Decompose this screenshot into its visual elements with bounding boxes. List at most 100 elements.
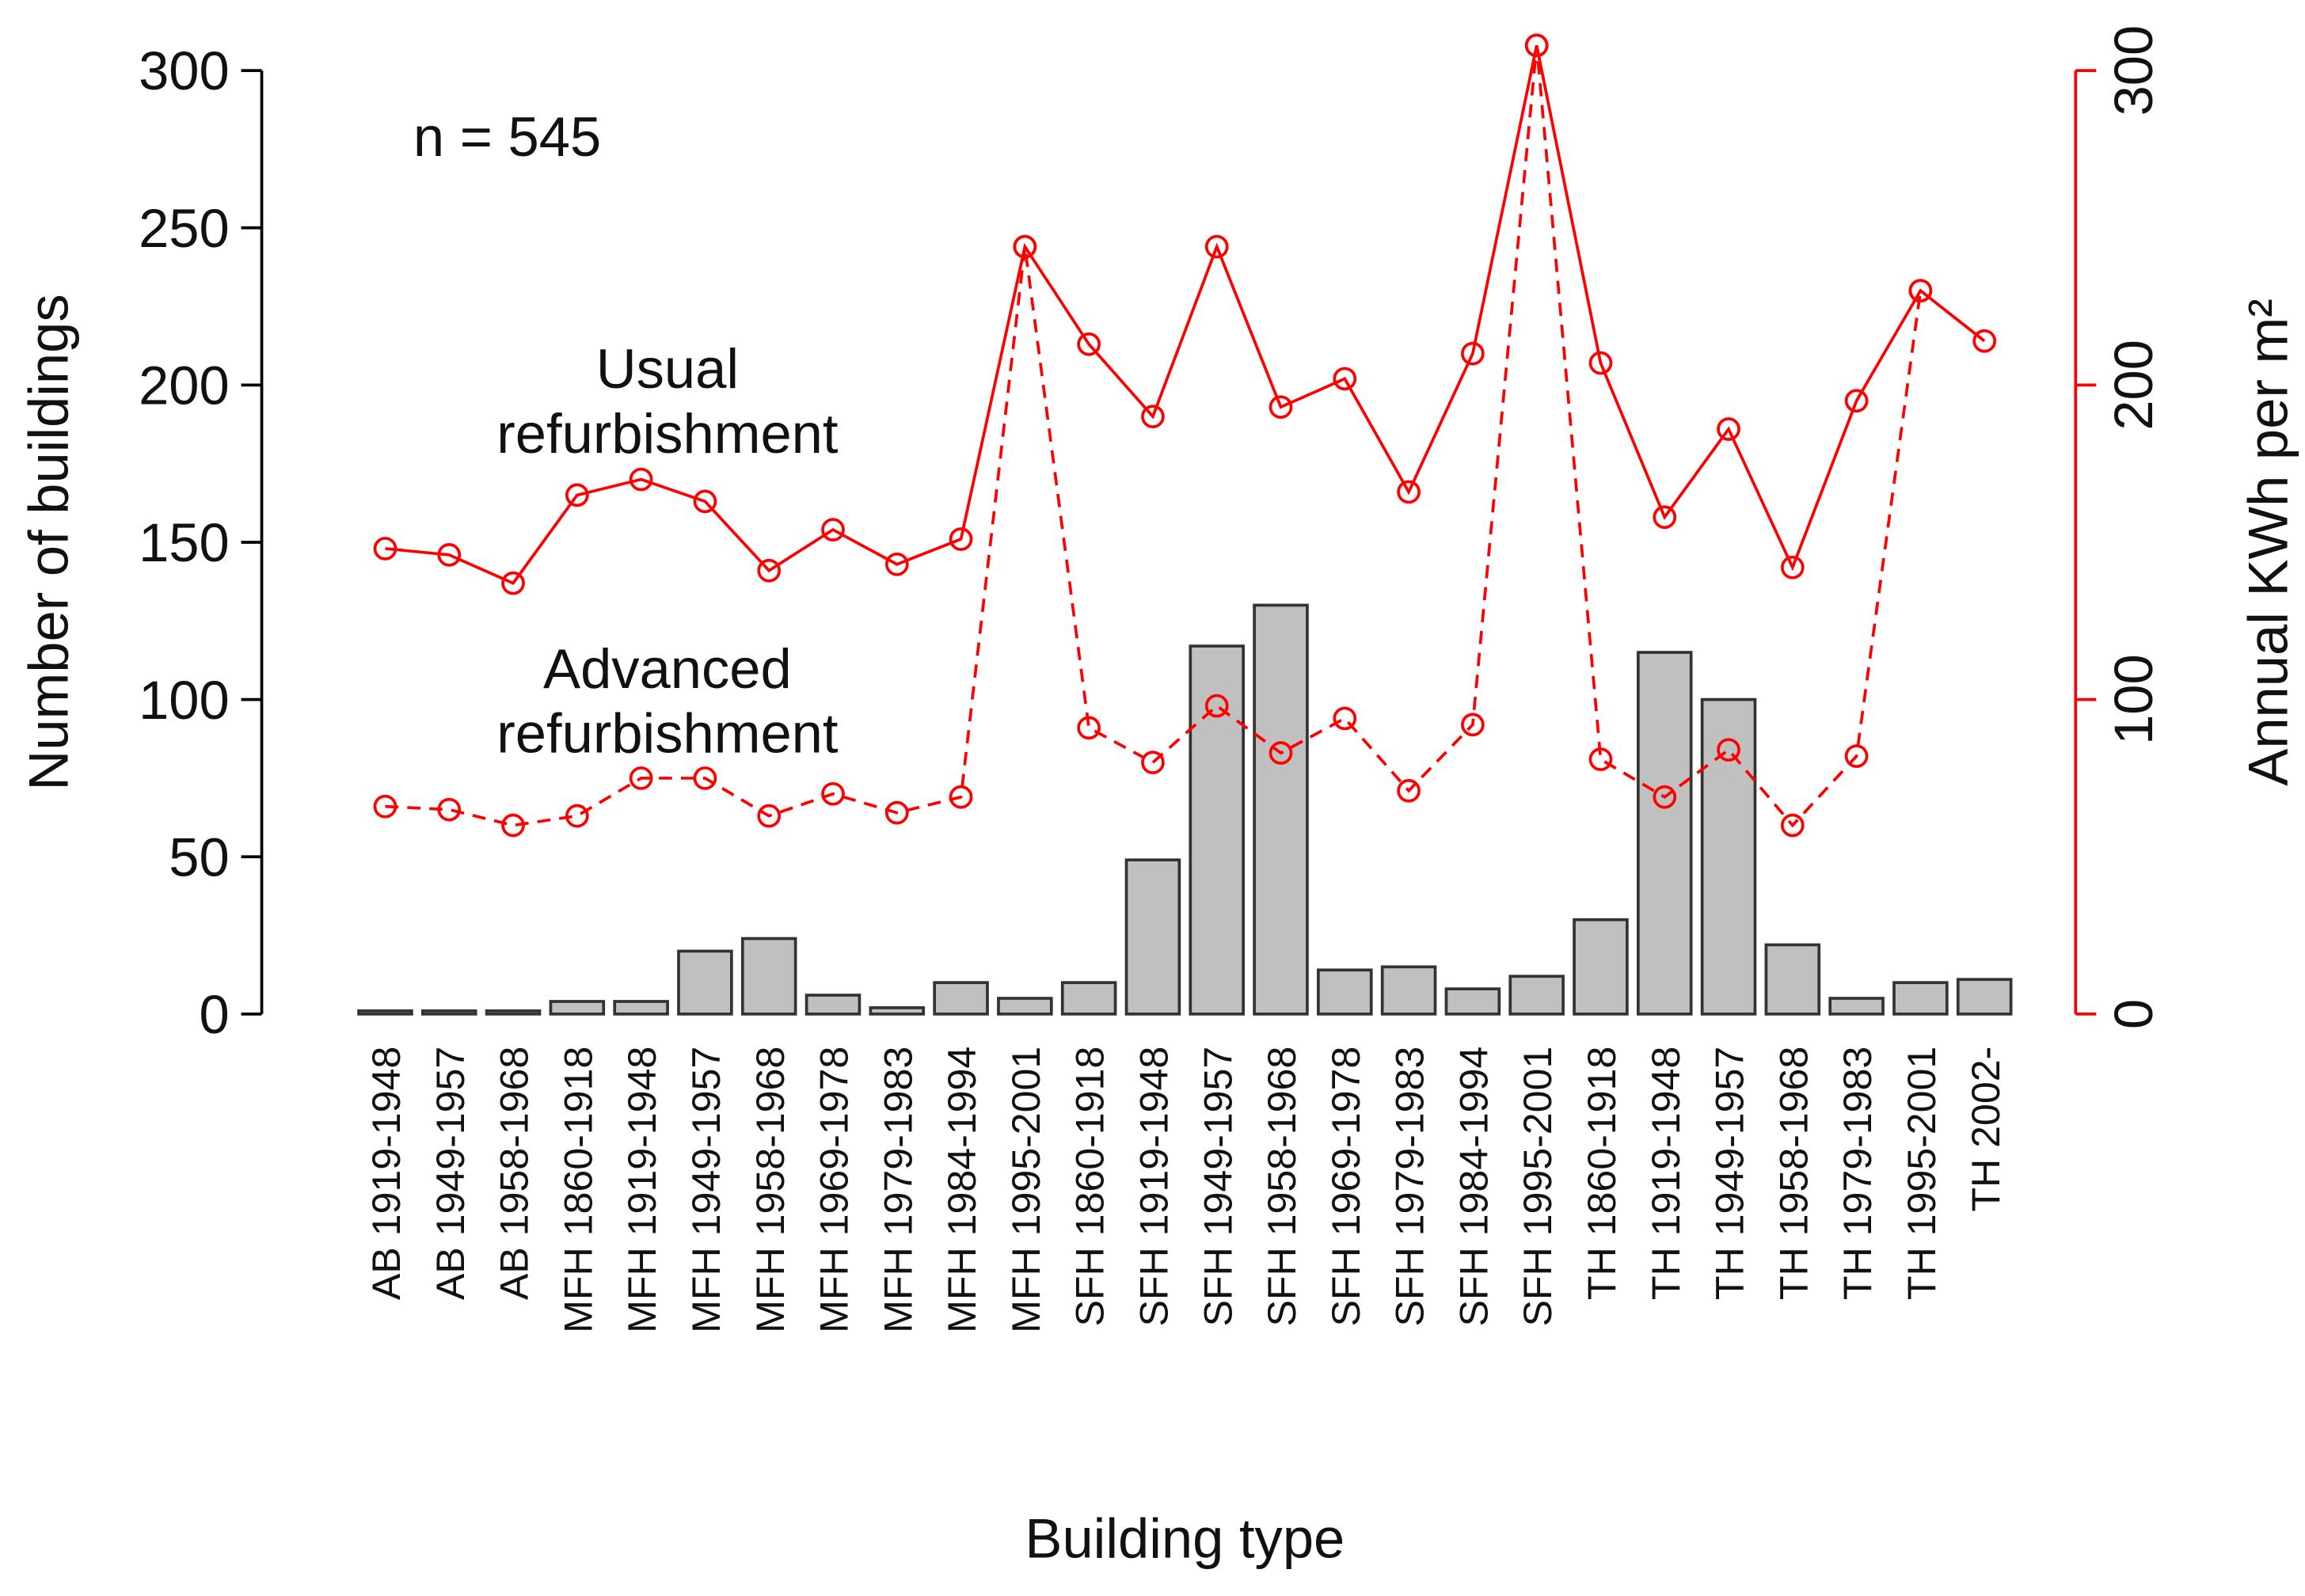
x-tick-label: SFH 1949-1957: [1196, 1047, 1240, 1327]
y2-axis-title: Annual KWh per m²: [2237, 298, 2299, 785]
y-tick-label: 150: [139, 512, 230, 573]
marker: [821, 781, 845, 806]
x-tick-label: MFH 1919-1948: [620, 1047, 664, 1333]
line: [385, 44, 1986, 585]
bar: [1636, 651, 1693, 1016]
x-tick-label: SFH 1958-1968: [1260, 1047, 1304, 1327]
marker: [757, 558, 782, 583]
bar: [1956, 978, 2013, 1016]
marker: [1588, 747, 1613, 771]
bar: [357, 1009, 413, 1016]
line: [385, 45, 1923, 828]
x-tick-label: MFH 1979-1983: [876, 1047, 920, 1333]
bar: [677, 949, 733, 1016]
x-tick-label: MFH 1995-2001: [1004, 1047, 1048, 1333]
x-tick-label: MFH 1969-1978: [812, 1047, 857, 1333]
x-tick-label: AB 1958-1968: [493, 1047, 537, 1300]
marker: [1269, 741, 1293, 766]
x-tick-label: MFH 1958-1968: [748, 1047, 793, 1333]
marker: [1653, 505, 1677, 530]
marker: [437, 797, 462, 822]
x-tick-label: SFH 1969-1978: [1324, 1047, 1368, 1327]
x-tick-label: SFH 1919-1948: [1132, 1047, 1177, 1327]
marker: [1077, 332, 1101, 356]
annotation: Advanced: [543, 637, 792, 700]
y2-tick-label: 200: [2103, 340, 2164, 431]
marker: [1077, 716, 1101, 740]
bar: [1700, 697, 1757, 1016]
bar: [549, 1000, 606, 1016]
y-tick-label: 300: [139, 40, 230, 101]
marker: [884, 800, 909, 825]
x-tick-label: TH 1860-1918: [1580, 1047, 1624, 1300]
bar: [1380, 965, 1437, 1016]
y2-tick-label: 0: [2103, 999, 2164, 1029]
y-axis-title: Number of buildings: [17, 294, 80, 790]
marker: [1204, 694, 1229, 718]
marker: [1524, 33, 1549, 58]
x-tick-label: TH 1919-1948: [1644, 1047, 1688, 1300]
marker: [373, 794, 397, 819]
marker: [1013, 234, 1037, 259]
marker: [949, 785, 973, 809]
x-tick-label: MFH 1860-1918: [556, 1047, 600, 1333]
bar: [740, 937, 797, 1016]
y-tick-label: 200: [139, 355, 230, 416]
y-tick-label: 50: [169, 826, 229, 887]
marker: [1780, 555, 1805, 580]
marker: [757, 804, 782, 828]
marker: [1972, 329, 1997, 353]
x-tick-label: AB 1949-1957: [428, 1047, 473, 1300]
bar: [1124, 858, 1181, 1016]
bar: [1764, 943, 1821, 1016]
x-tick-label: SFH 1984-1994: [1451, 1047, 1496, 1327]
marker: [1717, 417, 1740, 441]
marker: [565, 804, 589, 828]
marker: [884, 552, 909, 576]
bar: [1828, 997, 1885, 1016]
marker: [437, 543, 462, 567]
x-tick-label: AB 1919-1948: [364, 1047, 409, 1300]
bar: [1508, 975, 1565, 1016]
bar: [804, 994, 862, 1016]
bar: [1892, 981, 1949, 1016]
marker: [1717, 738, 1740, 762]
marker: [1141, 750, 1165, 774]
marker: [1141, 405, 1165, 428]
marker: [821, 518, 845, 542]
x-tick-label: TH 1995-2001: [1900, 1047, 1944, 1300]
bar: [1189, 644, 1246, 1016]
x-tick-label: MFH 1949-1957: [684, 1047, 728, 1333]
bar: [997, 997, 1053, 1016]
x-tick-label: SFH 1860-1918: [1068, 1047, 1113, 1327]
marker: [1333, 367, 1357, 391]
bar: [1253, 603, 1309, 1016]
marker: [1397, 480, 1421, 504]
marker: [1269, 395, 1293, 420]
annotation: refurbishment: [496, 402, 839, 465]
annotation: refurbishment: [496, 701, 839, 764]
y-tick-label: 100: [139, 670, 230, 731]
bar: [1573, 918, 1629, 1016]
x-tick-label: TH 1949-1957: [1708, 1047, 1752, 1300]
marker: [1844, 389, 1869, 413]
y2-tick-label: 300: [2103, 25, 2164, 116]
x-tick-label: SFH 1979-1983: [1388, 1047, 1432, 1327]
x-tick-label: TH 2002-: [1964, 1047, 2008, 1212]
marker: [1461, 341, 1485, 366]
y-tick-label: 250: [139, 198, 230, 259]
marker: [565, 483, 589, 507]
x-tick-label: MFH 1984-1994: [940, 1047, 984, 1333]
x-tick-label: TH 1979-1983: [1835, 1047, 1880, 1300]
marker: [1908, 279, 1933, 303]
marker: [1588, 351, 1613, 375]
y2-tick-label: 100: [2103, 654, 2164, 745]
bar: [933, 981, 989, 1016]
bar: [1060, 981, 1117, 1016]
marker: [693, 489, 717, 514]
bar: [613, 1000, 669, 1016]
marker: [629, 467, 653, 492]
marker: [1780, 813, 1805, 838]
